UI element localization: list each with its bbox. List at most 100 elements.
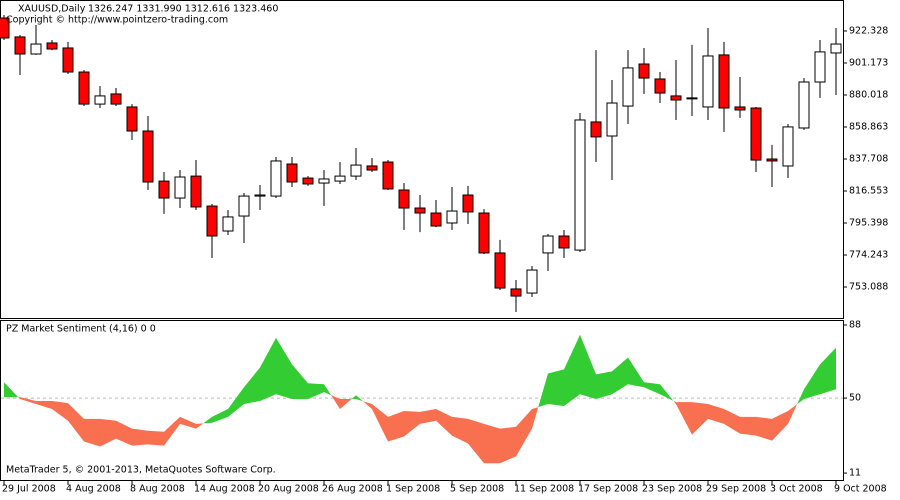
sentiment-fill: [676, 402, 692, 435]
sentiment-fill: [772, 410, 788, 441]
candle-body: [398, 189, 410, 209]
sentiment-fill: [100, 418, 116, 447]
sentiment-fill: [468, 418, 484, 464]
sentiment-fill: [548, 369, 564, 406]
sentiment-fill: [708, 404, 724, 424]
sentiment-fill: [500, 426, 516, 464]
sentiment-fill: [52, 400, 68, 421]
copyright: Copyright © http://www.pointzero-trading…: [6, 15, 228, 26]
x-tick-label: 1 Sep 2008: [386, 484, 440, 495]
candle-body: [318, 178, 330, 184]
candle-body: [638, 63, 650, 79]
candle-body: [302, 177, 314, 185]
candle-body: [606, 102, 618, 137]
sentiment-fill: [516, 409, 532, 457]
sentiment-fill: [164, 416, 180, 446]
candle-body: [206, 205, 218, 237]
y-tick-label: 858.863: [849, 121, 888, 132]
candle-body: [142, 130, 154, 183]
candle-body: [446, 210, 458, 224]
candle-body: [494, 252, 506, 289]
y-tick-label: 753.088: [849, 282, 888, 293]
candle-body: [366, 165, 378, 171]
x-tick-label: 9 Oct 2008: [834, 484, 887, 495]
sentiment-fill: [436, 409, 452, 436]
y-tick-label: 922.328: [849, 25, 888, 36]
sentiment-fill: [538, 373, 548, 408]
sentiment-fill: [797, 389, 804, 405]
candle-body: [766, 158, 778, 162]
x-tick-label: 29 Jul 2008: [2, 484, 56, 495]
sentiment-fill: [276, 337, 292, 400]
candle-body: [798, 81, 810, 129]
sentiment-fill: [148, 430, 164, 446]
sentiment-fill: [628, 357, 644, 388]
x-tick-label: 17 Sep 2008: [578, 484, 638, 495]
candle-body: [110, 93, 122, 105]
sentiment-fill: [18, 397, 20, 400]
candle-body: [622, 67, 634, 107]
x-tick-label: 14 Aug 2008: [194, 484, 255, 495]
x-tick-label: 4 Aug 2008: [66, 484, 121, 495]
sentiment-fill: [420, 409, 436, 424]
indicator-title: PZ Market Sentiment (4,16) 0 0: [6, 324, 156, 335]
candle-body: [46, 42, 58, 50]
candle-body: [542, 235, 554, 254]
sentiment-fill: [68, 403, 84, 442]
y-tick-label: 837.708: [849, 153, 888, 164]
candle-body: [702, 55, 714, 108]
candle-body: [270, 160, 282, 197]
sentiment-fill: [324, 384, 332, 396]
candle-body: [190, 175, 202, 208]
x-tick-label: 23 Sep 2008: [642, 484, 702, 495]
sentiment-fill: [331, 395, 340, 410]
sentiment-fill: [212, 409, 228, 423]
candle-body: [574, 119, 586, 251]
sentiment-fill: [660, 384, 674, 401]
candle-body: [718, 54, 730, 109]
sentiment-fill: [820, 347, 836, 395]
candle-body: [30, 43, 42, 55]
candle-body: [670, 95, 682, 101]
sentiment-fill: [36, 400, 52, 410]
sentiment-fill: [596, 371, 612, 400]
sentiment-fill: [788, 404, 798, 424]
candle-body: [782, 126, 794, 167]
candle-body: [0, 17, 10, 39]
sentiment-fill: [724, 409, 740, 434]
x-tick-label: 5 Sep 2008: [450, 484, 504, 495]
sentiment-fill: [356, 395, 363, 402]
sentiment-fill: [644, 382, 660, 395]
candle-body: [734, 106, 746, 111]
sentiment-fill: [692, 402, 708, 435]
x-tick-label: 3 Oct 2008: [770, 484, 823, 495]
x-tick-label: 20 Aug 2008: [258, 484, 319, 495]
y-tick-label: 50: [849, 393, 861, 404]
sentiment-fill: [452, 416, 468, 444]
candle-body: [126, 106, 138, 132]
sentiment-fill: [340, 399, 352, 410]
candle-body: [286, 163, 298, 183]
candle-body: [350, 164, 362, 177]
symbol-title: XAUUSD,Daily: [18, 4, 86, 15]
candle-body: [222, 216, 234, 232]
y-tick-label: 795.398: [849, 217, 888, 228]
sentiment-fill: [804, 364, 820, 400]
x-tick-label: 26 Aug 2008: [322, 484, 383, 495]
candle-body: [254, 194, 266, 197]
sentiment-fill: [260, 337, 276, 401]
candle-body: [158, 180, 170, 199]
x-tick-label: 8 Aug 2008: [130, 484, 185, 495]
candle-body: [750, 107, 762, 161]
indicator-pane: [0, 320, 844, 481]
sentiment-fill: [20, 397, 36, 405]
candle-body: [510, 288, 522, 297]
sentiment-fill: [196, 423, 204, 429]
candle-body: [14, 36, 26, 55]
sentiment-fill: [228, 387, 244, 417]
sentiment-fill: [756, 416, 772, 441]
candle-body: [78, 71, 90, 105]
platform-note: MetaTrader 5, © 2001-2013, MetaQuotes So…: [6, 465, 276, 476]
price-pane: [0, 0, 844, 319]
